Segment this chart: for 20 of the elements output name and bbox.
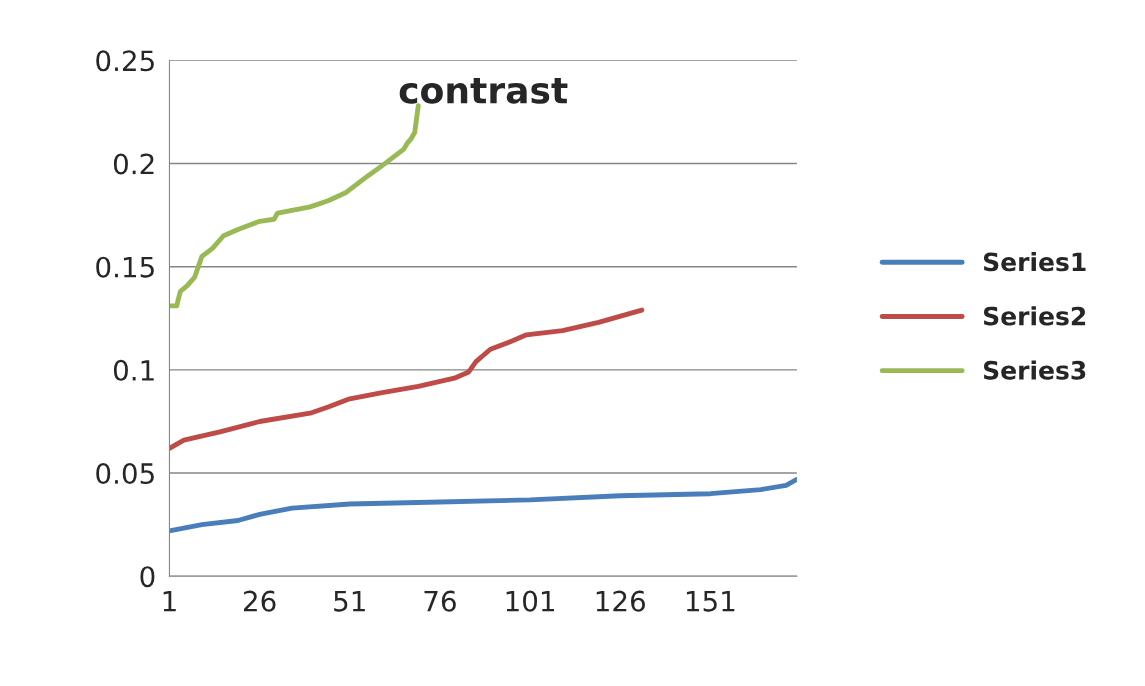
line-series — [169, 476, 797, 534]
x-tick-label: 51 — [334, 590, 365, 612]
x-tick-label: 151 — [686, 590, 735, 612]
line-series — [169, 103, 421, 309]
x-tick-label: 26 — [243, 590, 276, 612]
y-tick-label: 0 — [140, 566, 155, 588]
line-series — [169, 307, 645, 451]
y-tick-label: 0.1 — [113, 359, 154, 381]
x-tick-label: 76 — [424, 590, 456, 612]
y-tick-label: 0.15 — [96, 256, 154, 278]
x-tick-label: 126 — [596, 590, 645, 612]
legend-label: Series1 — [983, 252, 1086, 272]
x-tick-label: 101 — [506, 590, 555, 612]
y-tick-label: 0.05 — [96, 463, 154, 485]
y-tick-label: 0.2 — [113, 153, 154, 175]
chart-title: contrast — [399, 77, 568, 104]
x-tick-label: 1 — [163, 590, 176, 612]
legend-label: Series2 — [983, 306, 1086, 326]
legend-label: Series3 — [983, 360, 1086, 380]
y-tick-label: 0.25 — [96, 50, 154, 72]
